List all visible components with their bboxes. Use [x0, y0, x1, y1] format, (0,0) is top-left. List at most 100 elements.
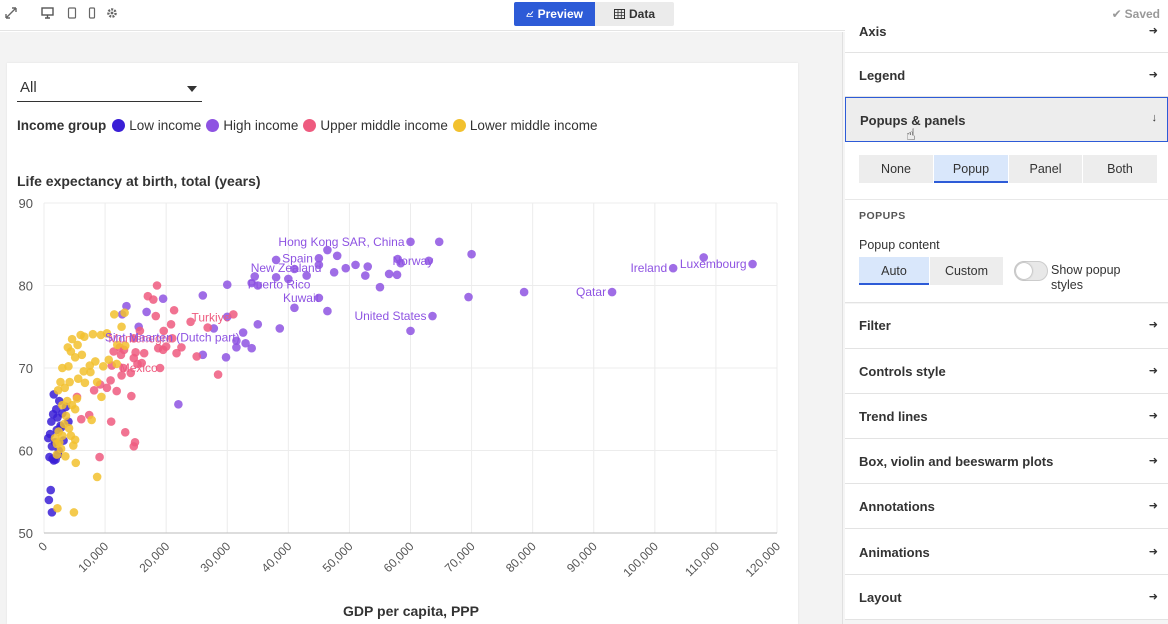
x-tick-label: 50,000: [320, 539, 356, 575]
section-controls-style[interactable]: Controls style ➜: [845, 349, 1168, 394]
tab-data[interactable]: Data: [595, 2, 674, 26]
section-annotations[interactable]: Annotations ➜: [845, 484, 1168, 529]
data-point: [172, 348, 181, 358]
data-point: [86, 367, 95, 377]
data-point: [186, 317, 195, 327]
data-point: [47, 417, 56, 426]
data-point: [119, 363, 128, 373]
data-point: [151, 311, 161, 321]
table-icon: [613, 9, 625, 19]
x-tick-label: 0: [35, 539, 50, 554]
data-point: [232, 336, 241, 346]
settings-icon[interactable]: [105, 7, 119, 21]
data-point: [253, 281, 263, 290]
desktop-icon[interactable]: [40, 7, 54, 21]
data-point: [332, 251, 342, 261]
y-tick-label: 80: [19, 279, 33, 294]
tab-preview-label: Preview: [537, 7, 583, 21]
data-point: [396, 258, 406, 268]
arrow-right-icon: ➜: [1148, 591, 1158, 603]
data-point: [61, 411, 71, 421]
x-tick-label: 10,000: [75, 539, 111, 575]
section-popups-panels[interactable]: Popups & panels ↓: [845, 97, 1168, 142]
data-point: [120, 341, 130, 351]
data-point: [392, 270, 402, 280]
data-point: [222, 280, 232, 289]
section-filter-label: Filter: [859, 318, 891, 333]
section-axis[interactable]: Axis ➜: [845, 20, 1168, 53]
legend-item-upper-middle-income[interactable]: Upper middle income: [303, 118, 448, 133]
legend-item-high-income[interactable]: High income: [206, 118, 298, 133]
legend-item-lower-middle-income[interactable]: Lower middle income: [452, 118, 597, 133]
data-point: [67, 334, 77, 344]
data-point: [53, 503, 62, 513]
filter-dropdown[interactable]: All: [17, 76, 202, 102]
data-point: [53, 385, 63, 395]
data-point: [72, 394, 82, 403]
legend-swatch: [303, 118, 317, 132]
data-point: [109, 347, 118, 356]
data-point: [116, 350, 126, 360]
popup-styles-toggle[interactable]: [1014, 261, 1048, 281]
data-point: [284, 274, 293, 284]
content-option-auto[interactable]: Auto: [859, 257, 929, 285]
data-point: [360, 271, 370, 280]
data-point: [102, 329, 112, 338]
data-point: [247, 343, 256, 353]
section-animations[interactable]: Animations ➜: [845, 529, 1168, 575]
data-point: [112, 359, 121, 369]
point-annotation: Ireland: [630, 261, 667, 275]
data-point: [129, 442, 139, 451]
data-point: [290, 264, 299, 274]
data-point: [120, 308, 129, 318]
data-point: [80, 332, 89, 341]
expand-icon[interactable]: [4, 7, 18, 21]
section-filter[interactable]: Filter ➜: [845, 304, 1168, 349]
data-point: [135, 326, 145, 336]
data-point: [384, 269, 394, 279]
data-point: [66, 347, 76, 356]
arrow-down-icon: ↓: [1151, 112, 1158, 124]
tablet-icon[interactable]: [65, 7, 79, 21]
data-point: [60, 383, 70, 393]
data-point: [149, 295, 158, 304]
section-legend[interactable]: Legend ➜: [845, 53, 1168, 97]
point-annotation: Kuwait: [283, 291, 320, 305]
x-tick-label: 80,000: [503, 539, 539, 575]
data-point: [152, 281, 162, 290]
popups-heading: POPUPS: [859, 210, 906, 222]
data-point: [88, 329, 98, 339]
data-point: [53, 413, 62, 422]
y-tick-label: 90: [19, 196, 33, 211]
legend-item-label: High income: [223, 117, 299, 133]
data-point: [314, 293, 324, 303]
mode-option-popup[interactable]: Popup: [934, 155, 1008, 183]
section-layout[interactable]: Layout ➜: [845, 575, 1168, 620]
data-point: [98, 362, 108, 371]
mode-option-none[interactable]: None: [859, 155, 933, 183]
section-box-violin-beeswarm[interactable]: Box, violin and beeswarm plots ➜: [845, 439, 1168, 484]
content-option-custom[interactable]: Custom: [930, 257, 1003, 285]
mode-option-panel[interactable]: Panel: [1009, 155, 1082, 183]
mobile-icon[interactable]: [85, 7, 99, 21]
section-layout-label: Layout: [859, 590, 902, 605]
data-point: [126, 368, 136, 378]
x-tick-label: 70,000: [442, 539, 478, 575]
point-annotation: United States: [354, 309, 426, 323]
point-annotation: Montenegro: [108, 331, 172, 345]
section-annotations-label: Annotations: [859, 499, 935, 514]
x-tick-label: 60,000: [381, 539, 417, 575]
data-point: [120, 428, 130, 437]
data-point: [158, 294, 168, 304]
data-point: [52, 450, 62, 459]
data-point: [424, 256, 434, 266]
data-point: [95, 452, 104, 462]
data-point: [363, 262, 373, 271]
section-trend-lines[interactable]: Trend lines ➜: [845, 394, 1168, 439]
section-axis-label: Axis: [859, 24, 887, 39]
top-toolbar: Preview Data ✔ Saved: [0, 0, 1168, 31]
legend-item-low-income[interactable]: Low income: [112, 118, 201, 133]
data-point: [71, 458, 81, 468]
mode-option-both[interactable]: Both: [1083, 155, 1157, 183]
tab-preview[interactable]: Preview: [514, 2, 595, 26]
